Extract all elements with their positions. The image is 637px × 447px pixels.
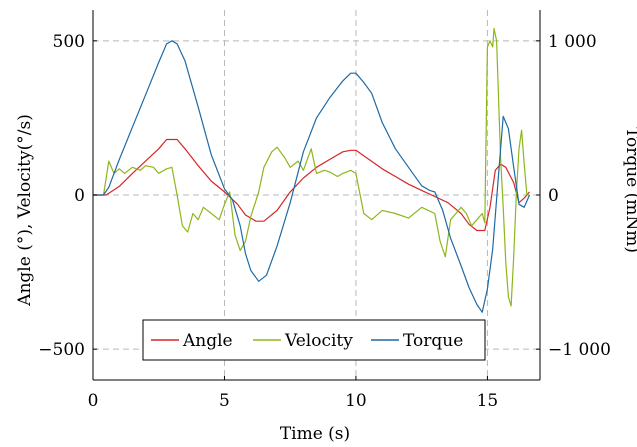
ticks: 0 5 10 15 −500 0 500 −1 000 0 1 000 <box>38 32 611 411</box>
legend: Angle Velocity Torque <box>142 319 486 361</box>
y-right-tick-label: 1 000 <box>548 32 597 52</box>
x-tick-label: 10 <box>345 391 367 411</box>
y-left-tick-label: 500 <box>53 32 85 52</box>
x-tick-label: 15 <box>477 391 499 411</box>
series-line-torque <box>93 40 531 313</box>
series-line-velocity <box>93 27 530 307</box>
legend-box <box>142 319 486 361</box>
series-line-angle <box>93 138 530 232</box>
x-tick-label: 5 <box>219 391 230 411</box>
x-axis-label: Time (s) <box>280 424 350 444</box>
y-axis-right-label: Torque (mNm) <box>622 127 637 253</box>
legend-label-torque: Torque <box>403 331 463 351</box>
y-left-tick-label: 0 <box>74 186 85 206</box>
y-right-tick-label: −1 000 <box>548 340 611 360</box>
plot-area <box>93 27 531 313</box>
legend-label-angle: Angle <box>182 331 233 351</box>
x-tick-label: 0 <box>88 391 99 411</box>
y-left-tick-label: −500 <box>38 340 85 360</box>
y-axis-left-label: Angle (°), Velocity(°/s) <box>15 114 35 307</box>
y-right-tick-label: 0 <box>548 186 559 206</box>
legend-label-velocity: Velocity <box>284 331 353 351</box>
